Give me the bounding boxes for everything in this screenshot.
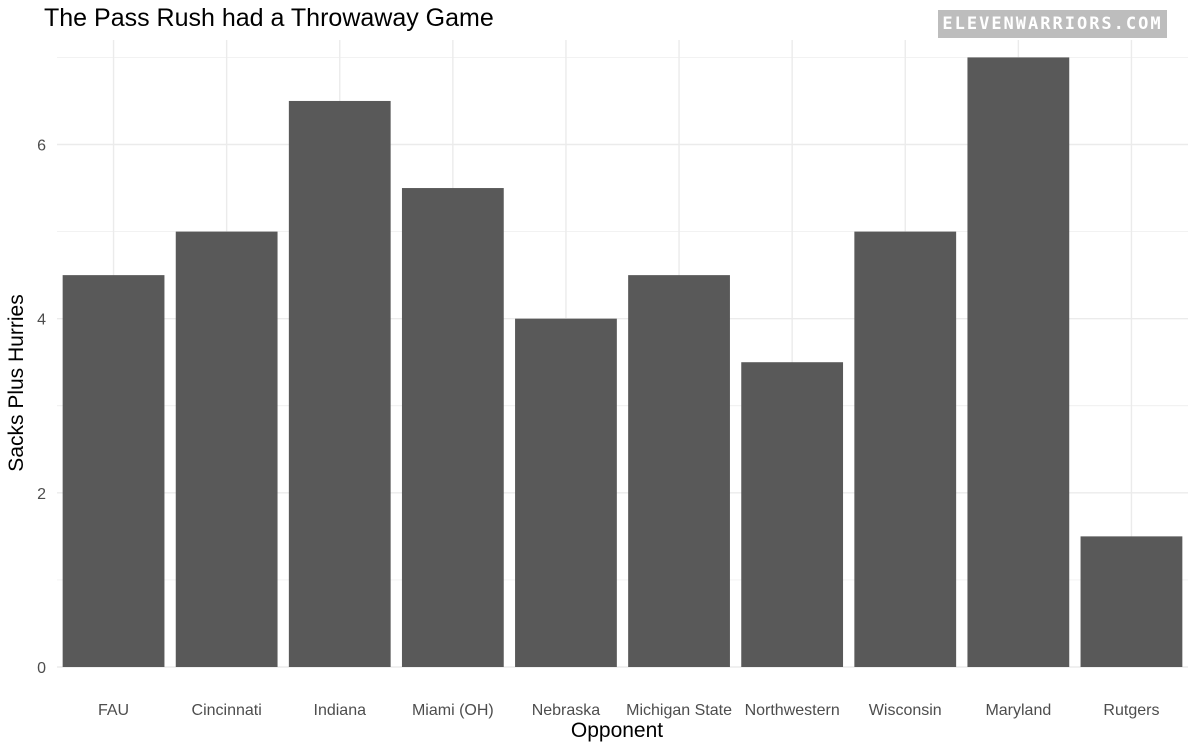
x-tick-label: Indiana: [314, 702, 367, 719]
bar-maryland: [967, 57, 1070, 667]
bars: [62, 57, 1183, 668]
x-tick-label: Cincinnati: [192, 702, 262, 719]
x-tick-label: Michigan State: [626, 702, 732, 719]
y-tick-label: 6: [37, 138, 46, 155]
brand-logo: ELEVENWARRIORS.COM: [938, 10, 1167, 38]
bar-indiana: [288, 100, 391, 668]
x-tick-label: Maryland: [985, 702, 1051, 719]
bar-cincinnati: [175, 231, 278, 668]
x-axis-ticks: FAU Cincinnati Indiana Miami (OH) Nebraska Mi…: [98, 702, 1159, 719]
bar-michigan-state: [628, 275, 730, 667]
bar-rutgers: [1080, 536, 1183, 667]
x-tick-label: Wisconsin: [869, 702, 942, 719]
y-tick-label: 0: [37, 660, 46, 677]
x-tick-label: FAU: [98, 702, 129, 719]
bar-northwestern: [741, 362, 844, 667]
chart-title: The Pass Rush had a Throwaway Game: [44, 4, 494, 32]
bar-nebraska: [515, 318, 617, 667]
x-tick-label: Nebraska: [532, 702, 601, 719]
y-tick-label: 4: [37, 312, 46, 329]
x-axis-title: Opponent: [571, 719, 663, 742]
x-tick-label: Rutgers: [1103, 702, 1159, 719]
x-tick-label: Northwestern: [745, 702, 840, 719]
y-axis-title: Sacks Plus Hurries: [5, 294, 28, 471]
y-tick-label: 2: [37, 486, 46, 503]
x-tick-label: Miami (OH): [412, 702, 494, 719]
bar-wisconsin: [854, 231, 957, 668]
bar-miami-oh: [401, 188, 504, 667]
bar-fau: [62, 275, 165, 667]
y-axis-ticks: 0 2 4 6: [37, 138, 46, 678]
